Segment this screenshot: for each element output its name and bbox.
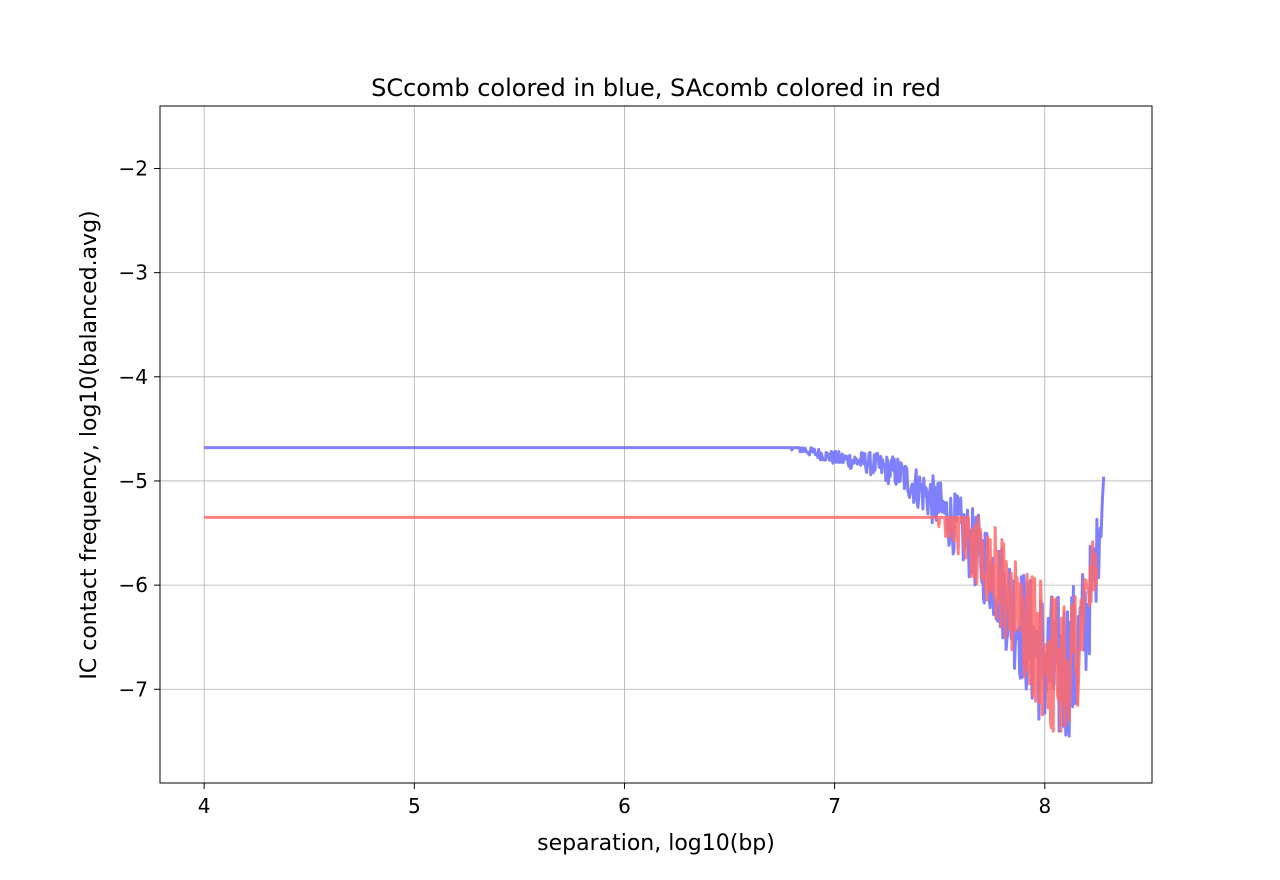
grid: [160, 106, 1152, 783]
y-tick-label: −4: [119, 365, 148, 389]
x-tick-label: 4: [198, 794, 211, 818]
y-axis: −2 −3 −4 −5 −6 −7: [119, 156, 160, 701]
series-line: [203, 515, 1099, 733]
series-line: [203, 446, 1106, 738]
y-axis-label: IC contact frequency, log10(balanced.avg…: [77, 210, 102, 679]
x-axis: 4 5 6 7 8: [198, 783, 1051, 818]
y-tick-label: −2: [119, 156, 148, 180]
y-tick-label: −3: [119, 261, 148, 285]
chart-title: SCcomb colored in blue, SAcomb colored i…: [371, 74, 941, 102]
x-axis-label: separation, log10(bp): [537, 831, 775, 856]
plot-area: [203, 446, 1106, 738]
y-tick-label: −7: [119, 677, 148, 701]
x-tick-label: 5: [408, 794, 421, 818]
axes-frame: [159, 105, 1153, 784]
x-tick-label: 7: [828, 794, 841, 818]
y-tick-label: −5: [119, 469, 148, 493]
x-tick-label: 8: [1038, 794, 1051, 818]
y-tick-label: −6: [119, 573, 148, 597]
x-tick-label: 6: [618, 794, 631, 818]
